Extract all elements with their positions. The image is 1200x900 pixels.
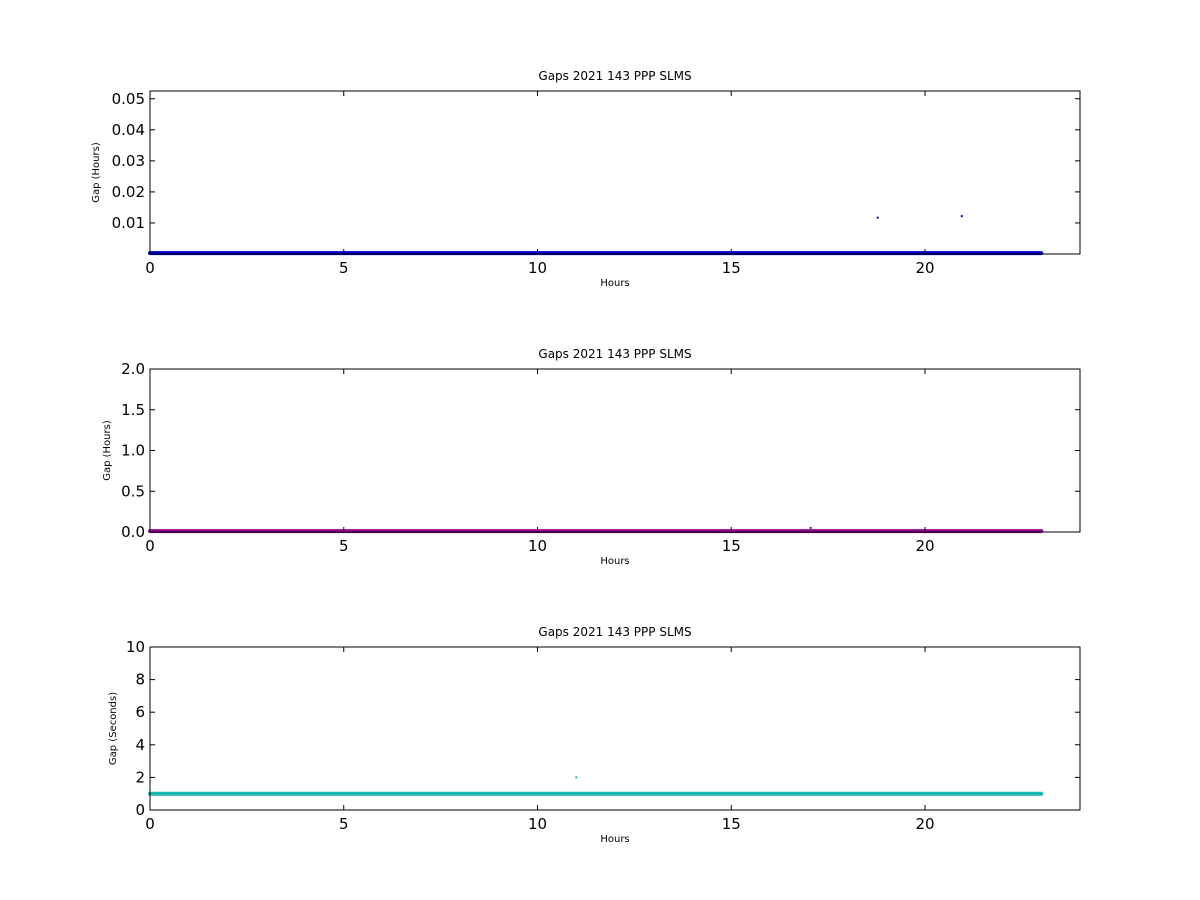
x-tick-label: 5 [339, 537, 349, 555]
x-tick-label: 15 [722, 537, 741, 555]
y-tick-label: 10 [126, 638, 145, 656]
x-tick-label: 20 [915, 537, 934, 555]
x-axis-label: Hours [600, 834, 629, 845]
y-axis-label: Gap (Hours) [91, 142, 102, 203]
y-tick-label: 2.0 [121, 360, 145, 378]
y-tick-label: 6 [135, 703, 145, 721]
plot-frame [149, 368, 1081, 533]
x-tick-label: 10 [528, 259, 547, 277]
data-point [575, 776, 578, 779]
y-tick-label: 0.5 [121, 482, 145, 500]
y-tick-label: 1.0 [121, 442, 145, 460]
y-tick-label: 0.01 [112, 214, 145, 232]
y-tick-label: 2 [135, 768, 145, 786]
x-tick-label: 20 [915, 259, 934, 277]
y-tick-label: 4 [135, 736, 145, 754]
data-point [809, 526, 812, 529]
x-tick-label: 5 [339, 259, 349, 277]
y-tick-label: 0.03 [112, 152, 145, 170]
x-axis-label: Hours [600, 278, 629, 289]
x-tick-label: 10 [528, 537, 547, 555]
chart-title: Gaps 2021 143 PPP SLMS [538, 625, 691, 639]
y-axis-label: Gap (Hours) [102, 420, 113, 481]
x-tick-label: 0 [145, 537, 155, 555]
y-tick-label: 0.05 [112, 90, 145, 108]
x-tick-label: 20 [915, 815, 934, 833]
x-axis-label: Hours [600, 556, 629, 567]
chart-title: Gaps 2021 143 PPP SLMS [538, 69, 691, 83]
data-point [876, 216, 879, 219]
x-tick-label: 0 [145, 259, 155, 277]
chart-panel-1: Gaps 2021 143 PPP SLMS Hours Gap (Hours) 0 5… [91, 69, 1081, 289]
chart-title: Gaps 2021 143 PPP SLMS [538, 347, 691, 361]
x-tick-label: 0 [145, 815, 155, 833]
y-tick-label: 1.5 [121, 401, 145, 419]
x-tick-label: 15 [722, 815, 741, 833]
plot-frame [149, 646, 1081, 811]
data-point [960, 215, 963, 218]
y-tick-label: 8 [135, 671, 145, 689]
chart-panel-3: Gaps 2021 143 PPP SLMS Hours Gap (Seconds)… [108, 625, 1081, 845]
y-axis-label: Gap (Seconds) [108, 692, 119, 765]
x-tick-label: 5 [339, 815, 349, 833]
y-tick-label: 0.02 [112, 183, 145, 201]
chart-panel-2: Gaps 2021 143 PPP SLMS Hours Gap (Hours) 0 5… [102, 347, 1081, 567]
y-tick-label: 0.04 [112, 121, 145, 139]
x-tick-label: 10 [528, 815, 547, 833]
y-tick-label: 0.0 [121, 523, 145, 541]
plot-frame [149, 90, 1081, 255]
y-tick-label: 0 [135, 801, 145, 819]
x-tick-label: 15 [722, 259, 741, 277]
